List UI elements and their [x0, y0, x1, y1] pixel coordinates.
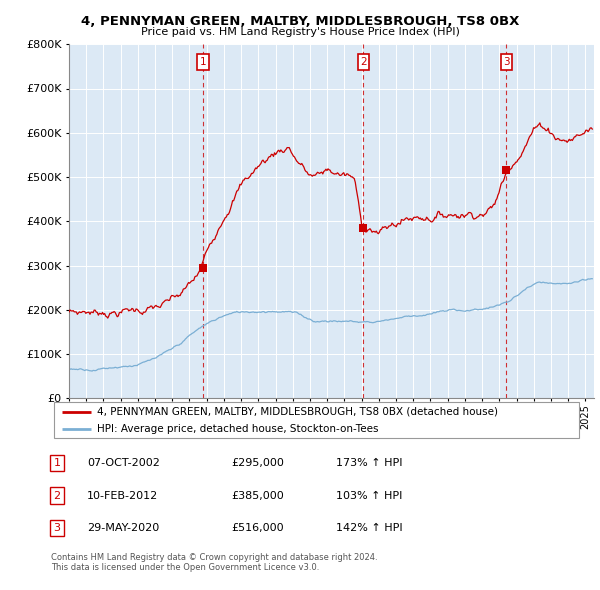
Text: 103% ↑ HPI: 103% ↑ HPI [336, 491, 403, 500]
Text: 2: 2 [360, 57, 367, 67]
Text: 3: 3 [53, 523, 61, 533]
Text: £385,000: £385,000 [231, 491, 284, 500]
Text: This data is licensed under the Open Government Licence v3.0.: This data is licensed under the Open Gov… [51, 563, 319, 572]
Text: 1: 1 [199, 57, 206, 67]
Text: Price paid vs. HM Land Registry's House Price Index (HPI): Price paid vs. HM Land Registry's House … [140, 27, 460, 37]
FancyBboxPatch shape [54, 402, 579, 438]
Text: 1: 1 [53, 458, 61, 468]
Text: Contains HM Land Registry data © Crown copyright and database right 2024.: Contains HM Land Registry data © Crown c… [51, 553, 377, 562]
Text: 3: 3 [503, 57, 510, 67]
Text: £295,000: £295,000 [231, 458, 284, 468]
Text: 29-MAY-2020: 29-MAY-2020 [87, 523, 159, 533]
Text: 4, PENNYMAN GREEN, MALTBY, MIDDLESBROUGH, TS8 0BX (detached house): 4, PENNYMAN GREEN, MALTBY, MIDDLESBROUGH… [97, 407, 498, 417]
Text: £516,000: £516,000 [231, 523, 284, 533]
Text: 142% ↑ HPI: 142% ↑ HPI [336, 523, 403, 533]
Text: HPI: Average price, detached house, Stockton-on-Tees: HPI: Average price, detached house, Stoc… [97, 424, 379, 434]
Text: 2: 2 [53, 491, 61, 500]
Text: 07-OCT-2002: 07-OCT-2002 [87, 458, 160, 468]
Text: 4, PENNYMAN GREEN, MALTBY, MIDDLESBROUGH, TS8 0BX: 4, PENNYMAN GREEN, MALTBY, MIDDLESBROUGH… [81, 15, 519, 28]
Text: 10-FEB-2012: 10-FEB-2012 [87, 491, 158, 500]
Text: 173% ↑ HPI: 173% ↑ HPI [336, 458, 403, 468]
